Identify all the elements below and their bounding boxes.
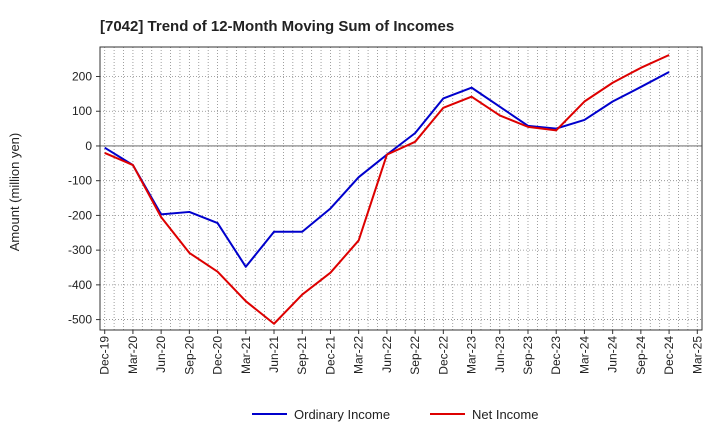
x-tick-label: Sep-20 <box>182 336 196 375</box>
x-tick-label: Dec-22 <box>436 336 450 375</box>
series-line <box>104 54 670 325</box>
x-tick-label: Dec-19 <box>98 336 112 375</box>
y-tick-label: -100 <box>68 174 92 188</box>
x-tick-label: Mar-22 <box>352 336 366 374</box>
y-tick-label: -300 <box>68 243 92 257</box>
x-tick-label: Jun-22 <box>380 336 394 373</box>
y-axis-label: Amount (million yen) <box>7 133 22 252</box>
plot-frame <box>99 46 703 331</box>
y-tick-label: 0 <box>85 139 92 153</box>
x-tick-label: Jun-23 <box>493 336 507 373</box>
y-tick-label: 200 <box>72 70 92 84</box>
x-tick-label: Sep-22 <box>408 336 422 375</box>
x-tick-label: Sep-21 <box>295 336 309 375</box>
x-tick-label: Dec-24 <box>662 336 676 375</box>
y-tick-label: 100 <box>72 104 92 118</box>
x-tick-label: Mar-24 <box>577 336 591 374</box>
x-tick-label: Mar-25 <box>690 336 704 374</box>
x-tick-label: Dec-23 <box>549 336 563 375</box>
x-tick-label: Jun-20 <box>154 336 168 373</box>
legend-label: Net Income <box>472 407 538 422</box>
y-tick-label: -500 <box>68 313 92 327</box>
x-tick-label: Dec-20 <box>211 336 225 375</box>
x-tick-label: Mar-23 <box>465 336 479 374</box>
x-tick-label: Jun-21 <box>267 336 281 373</box>
y-tick-label: -400 <box>68 278 92 292</box>
legend: Ordinary Income Net Income <box>252 407 538 422</box>
y-tick-labels: 200 100 0 -100 -200 -300 -400 -500 <box>68 70 100 327</box>
legend-label: Ordinary Income <box>294 407 390 422</box>
x-tick-label: Mar-20 <box>126 336 140 374</box>
x-tick-label: Dec-21 <box>323 336 337 375</box>
y-tick-label: -200 <box>68 208 92 222</box>
x-tick-label: Jun-24 <box>606 336 620 373</box>
series-lines <box>104 54 670 325</box>
chart-title: [7042] Trend of 12-Month Moving Sum of I… <box>100 18 454 35</box>
x-tick-label: Sep-24 <box>634 336 648 375</box>
grid <box>100 47 702 330</box>
x-tick-label: Sep-23 <box>521 336 535 375</box>
x-tick-label: Mar-21 <box>239 336 253 374</box>
x-tick-labels: Dec-19 Mar-20 Jun-20 Sep-20 Dec-20 Mar-21 Jun-… <box>98 330 704 375</box>
